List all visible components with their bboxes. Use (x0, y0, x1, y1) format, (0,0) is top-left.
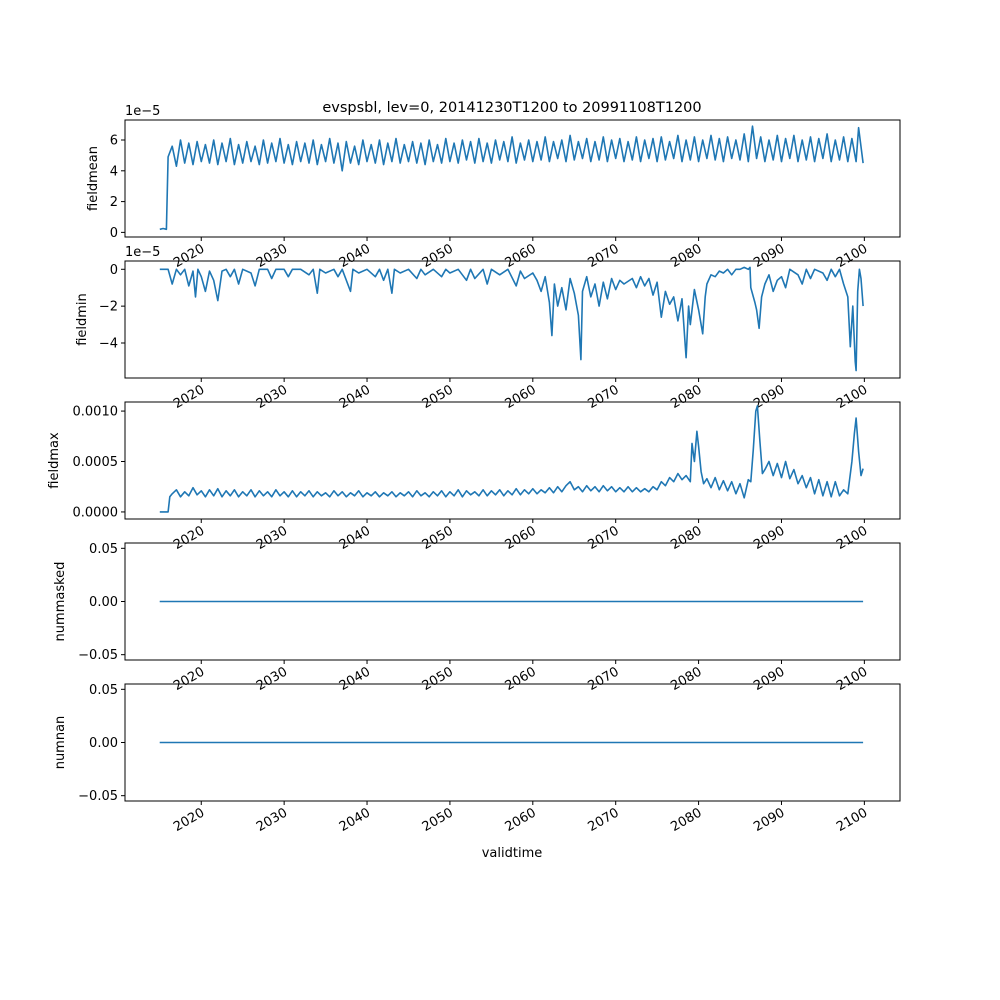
x-tick-label: 2070 (586, 382, 622, 412)
x-tick-label: 2030 (254, 382, 290, 412)
y-tick-label: −0.05 (78, 648, 118, 663)
panel-fieldmin: 0 −2 −4 fieldmin 2020 2030 2040 2050 2060 2070 208… (75, 245, 901, 412)
y-tick-label: 0 (110, 263, 118, 278)
x-tick-label: 2100 (834, 241, 870, 271)
x-tick-label: 2100 (834, 523, 870, 553)
y-tick-label: 0.0010 (73, 405, 119, 420)
x-tick-label: 2060 (503, 523, 539, 553)
x-tick-label: 2040 (337, 805, 373, 835)
x-tick-label: 2020 (171, 523, 207, 553)
x-tick-label: 2040 (337, 664, 373, 694)
chart-title: evspsbl, lev=0, 20141230T1200 to 2099110… (322, 100, 701, 116)
axes-frame (124, 119, 901, 238)
x-tick-label: 2030 (254, 664, 290, 694)
panel-fieldmax: 0.0000 0.0005 0.0010 fieldmax 2020 2030 2040 20… (47, 401, 901, 553)
y-tick-label: 0 (110, 226, 118, 241)
y-tick-label: 0.0000 (73, 505, 119, 520)
panel-fieldmean: 0 2 4 6 fieldmean 2020 2030 2040 2050 2060 2070 208… (86, 104, 901, 271)
x-axis-label: validtime (482, 846, 543, 861)
x-tick-label: 2080 (668, 664, 704, 694)
x-tick-label: 2100 (834, 805, 870, 835)
y-tick-label: −0.05 (78, 789, 118, 804)
y-axis-label: fieldmax (47, 432, 62, 489)
x-tick-label: 2090 (751, 523, 787, 553)
y-tick-label: 0.00 (89, 595, 118, 610)
panels: 0 2 4 6 fieldmean 2020 2030 2040 2050 2060 2070 208… (47, 104, 901, 835)
x-tick-label: 2080 (668, 805, 704, 835)
y-tick-label: 0.05 (89, 542, 118, 557)
x-tick-label: 2050 (420, 382, 456, 412)
y-axis-label: fieldmin (75, 293, 90, 346)
x-tick-label: 2060 (503, 664, 539, 694)
x-tick-label: 2040 (337, 523, 373, 553)
x-tick-label: 2070 (586, 241, 622, 271)
x-tick-label: 2050 (420, 664, 456, 694)
axes-frame (124, 260, 901, 379)
series-line-fieldmax (159, 405, 864, 513)
x-tick-label: 2080 (668, 523, 704, 553)
x-tick-label: 2050 (420, 523, 456, 553)
y-offset-label: 1e−5 (125, 104, 160, 119)
x-tick-label: 2090 (751, 805, 787, 835)
y-tick-label: −2 (99, 300, 118, 315)
x-tick-label: 2090 (751, 664, 787, 694)
panel-numnan: 0.05 0.00 −0.05 numnan 2020 2030 2040 2050 2060 2… (53, 683, 901, 835)
y-tick-label: 0.00 (89, 736, 118, 751)
series-line-fieldmin (159, 266, 864, 372)
x-tick-label: 2100 (834, 382, 870, 412)
x-tick-label: 2080 (668, 241, 704, 271)
x-tick-label: 2030 (254, 805, 290, 835)
x-tick-label: 2060 (503, 805, 539, 835)
y-tick-label: 0.05 (89, 683, 118, 698)
x-tick-label: 2070 (586, 664, 622, 694)
x-tick-label: 2020 (171, 664, 207, 694)
x-tick-label: 2050 (420, 805, 456, 835)
x-tick-label: 2040 (337, 382, 373, 412)
axes-frame (124, 401, 901, 520)
y-tick-label: 2 (110, 195, 118, 210)
y-axis-label: numnan (53, 716, 68, 770)
y-tick-label: −4 (99, 336, 118, 351)
x-tick-label: 2100 (834, 664, 870, 694)
y-tick-label: 4 (110, 164, 118, 179)
x-tick-label: 2070 (586, 805, 622, 835)
y-axis-label: fieldmean (86, 146, 101, 211)
x-tick-label: 2020 (171, 241, 207, 271)
x-tick-label: 2040 (337, 241, 373, 271)
x-tick-label: 2020 (171, 805, 207, 835)
y-tick-label: 6 (110, 134, 118, 149)
panel-nummasked: 0.05 0.00 −0.05 nummasked 2020 2030 2040 2050 20… (53, 542, 901, 694)
x-tick-label: 2060 (503, 241, 539, 271)
x-tick-label: 2030 (254, 523, 290, 553)
y-offset-label: 1e−5 (125, 245, 160, 260)
series-line-fieldmean (159, 125, 864, 231)
y-tick-label: 0.0005 (73, 455, 119, 470)
x-tick-label: 2090 (751, 241, 787, 271)
y-axis-label: nummasked (53, 562, 68, 642)
x-tick-label: 2070 (586, 523, 622, 553)
x-tick-label: 2030 (254, 241, 290, 271)
x-tick-label: 2080 (668, 382, 704, 412)
x-tick-label: 2060 (503, 382, 539, 412)
x-tick-label: 2050 (420, 241, 456, 271)
x-tick-label: 2020 (171, 382, 207, 412)
